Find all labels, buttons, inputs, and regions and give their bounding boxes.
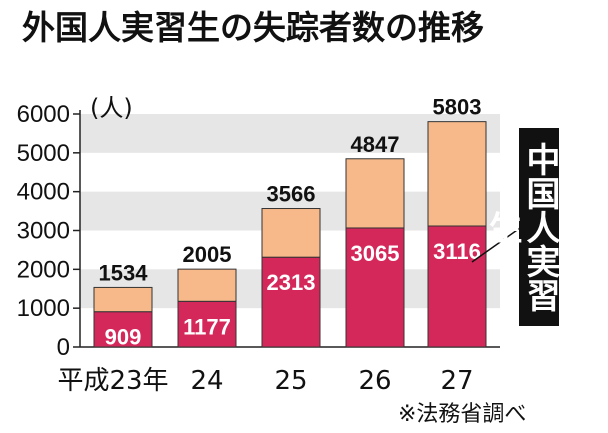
x-tick-label: 26: [358, 366, 391, 396]
bar-segment-other: [345, 158, 405, 229]
chart-title: 外国人実習生の失踪者数の推移: [22, 8, 484, 47]
bar-segment-other: [427, 121, 487, 227]
data-label-china: 3065: [351, 241, 400, 266]
bar-segment-china: [177, 300, 237, 348]
x-tick-label: 27: [440, 366, 473, 396]
y-tick-label: 6000: [17, 101, 70, 128]
data-label-total: 1534: [99, 260, 149, 285]
bar-segment-china: [345, 227, 405, 348]
data-label-china: 3116: [433, 239, 481, 264]
y-tick-label: 5000: [17, 140, 70, 167]
data-label-total: 4847: [351, 132, 400, 157]
data-label-china: 909: [105, 325, 142, 350]
y-tick-label: 3000: [17, 218, 70, 245]
x-tick-label: 24: [190, 366, 223, 396]
bar-segment-china: [427, 225, 487, 348]
data-label-total: 3566: [267, 182, 316, 207]
bar-segment-china: [261, 256, 321, 348]
data-label-total: 5803: [433, 95, 482, 120]
y-tick-label: 2000: [17, 256, 70, 283]
callout-pointer: [471, 227, 521, 263]
x-tick-label: 平成23年: [57, 366, 168, 396]
data-label-china: 2313: [267, 270, 316, 295]
bar-segment-other: [93, 286, 153, 313]
source-note: ※法務省調べ: [398, 402, 527, 427]
y-tick-label: 4000: [17, 179, 70, 206]
data-label-total: 2005: [183, 242, 232, 267]
bar-segment-other: [177, 268, 237, 302]
bar-segment-other: [261, 208, 321, 258]
y-tick-label: 1000: [17, 295, 70, 322]
series-callout-label: 中国人実習生: [482, 128, 560, 326]
data-label-china: 1177: [183, 314, 231, 339]
x-tick-label: 25: [274, 366, 307, 396]
y-tick-label: 0: [57, 334, 70, 361]
y-axis-unit-label: (人): [90, 94, 133, 122]
